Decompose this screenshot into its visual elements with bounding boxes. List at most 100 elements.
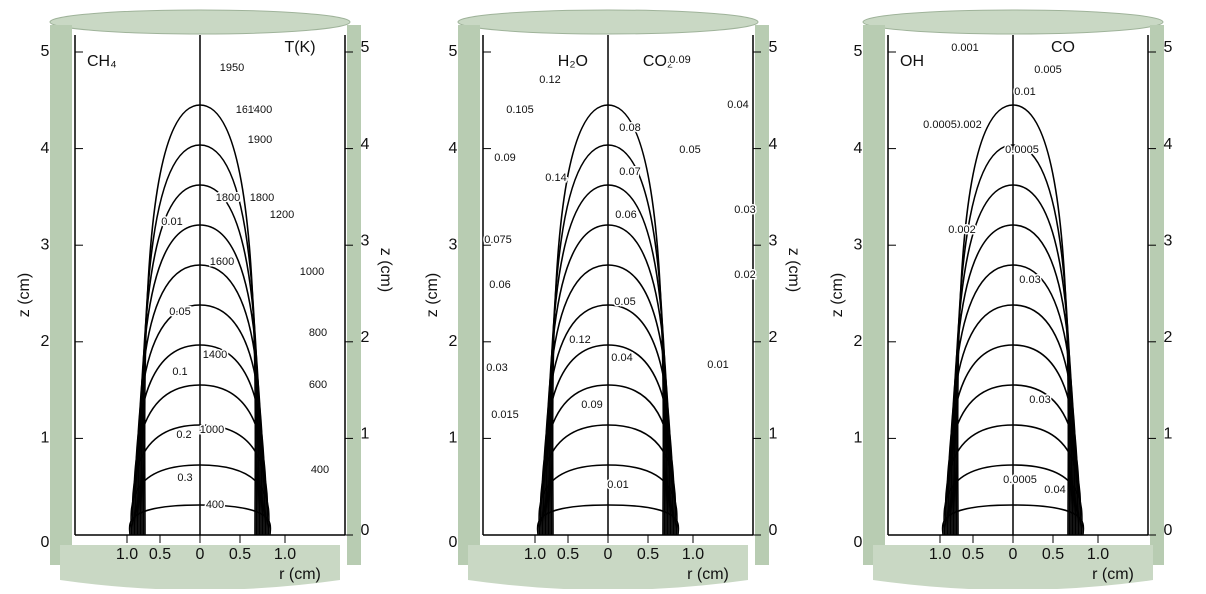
r-tick-label: 1.0 xyxy=(1087,546,1109,563)
contour-label: 1600 xyxy=(236,104,260,116)
contour-label: 0.08 xyxy=(619,122,640,134)
cylinder-top xyxy=(457,9,759,35)
r-tick-label: 0.5 xyxy=(229,546,251,563)
r-tick-label: 0.5 xyxy=(149,546,171,563)
contour-label: 400 xyxy=(311,464,329,476)
z-tick-label: 2 xyxy=(1164,329,1173,346)
contour-label: 0.2 xyxy=(176,429,191,441)
contour-line xyxy=(607,104,665,536)
z-tick-label: 4 xyxy=(1164,136,1173,153)
contour-label: 0.002 xyxy=(954,119,982,131)
contour-label: 1200 xyxy=(270,209,294,221)
z-tick-label: 4 xyxy=(41,140,50,157)
contour-label: 0.002 xyxy=(948,224,976,236)
z-tick-label: 3 xyxy=(854,236,863,253)
z-tick-label: 5 xyxy=(449,43,458,60)
z-tick-label: 0 xyxy=(769,522,778,539)
species-label: CO₂ xyxy=(643,53,673,70)
z-tick-label: 4 xyxy=(361,136,370,153)
r-tick-label: 0.5 xyxy=(1042,546,1064,563)
z-tick-label: 3 xyxy=(361,232,370,249)
z-tick-label: 0 xyxy=(854,534,863,551)
contour-label: 1950 xyxy=(220,62,244,74)
cylinder-wall-left xyxy=(50,25,72,565)
contour-label: 0.04 xyxy=(1044,484,1065,496)
species-label: CH₄ xyxy=(87,53,117,70)
contour-line xyxy=(551,104,609,536)
contour-label: 0.06 xyxy=(489,279,510,291)
contour-label: 0.06 xyxy=(615,209,636,221)
z-tick-label: 2 xyxy=(41,333,50,350)
z-tick-label: 0 xyxy=(1164,522,1173,539)
z-tick-label: 1 xyxy=(449,430,458,447)
r-tick-label: 0.5 xyxy=(637,546,659,563)
contour-label: 0.03 xyxy=(734,204,755,216)
contour-label: 400 xyxy=(206,499,224,511)
contour-label: 0.03 xyxy=(1019,274,1040,286)
z-tick-label: 1 xyxy=(854,430,863,447)
contour-label: 0.0005 xyxy=(923,119,957,131)
z-axis-label: z (cm) xyxy=(829,273,846,317)
cylinder-top xyxy=(49,9,351,35)
z-tick-label: 0 xyxy=(41,534,50,551)
contour-label: 0.04 xyxy=(727,99,748,111)
z-tick-label: 5 xyxy=(769,39,778,56)
r-tick-label: 0 xyxy=(196,546,205,563)
contour-label: 0.05 xyxy=(679,144,700,156)
r-tick-label: 0.5 xyxy=(962,546,984,563)
contour-label: 1400 xyxy=(203,349,227,361)
contour-label: 1400 xyxy=(248,104,272,116)
r-axis-label: r (cm) xyxy=(279,566,321,583)
contour-label: 0.09 xyxy=(494,152,515,164)
z-tick-label: 0 xyxy=(449,534,458,551)
contour-label: 0.09 xyxy=(581,399,602,411)
panel: 0 0 1 1 2 2 3 3 4 4 5 5 1.0 0.5 0 0.5 1.0 r (cm) z (cm) OH C… xyxy=(829,9,1173,590)
contour-label: 0.01 xyxy=(1014,86,1035,98)
contour-label: 0.005 xyxy=(1034,64,1062,76)
z-tick-label: 5 xyxy=(1164,39,1173,56)
contour-label: 0.12 xyxy=(539,74,560,86)
z-tick-label: 3 xyxy=(41,236,50,253)
z-tick-label: 2 xyxy=(769,329,778,346)
species-label: CO xyxy=(1051,39,1075,56)
z-tick-label: 2 xyxy=(854,333,863,350)
plot-area xyxy=(75,35,345,535)
z-tick-label: 4 xyxy=(449,140,458,157)
r-axis-label: r (cm) xyxy=(1092,566,1134,583)
contour-label: 0.105 xyxy=(506,104,534,116)
cylinder-wall-left xyxy=(863,25,885,565)
cylinder-wall-right xyxy=(755,25,769,565)
plot-area xyxy=(888,35,1148,535)
contour-label: 0.05 xyxy=(614,296,635,308)
r-tick-label: 1.0 xyxy=(682,546,704,563)
contour-line xyxy=(143,104,201,536)
z-tick-label: 1 xyxy=(1164,426,1173,443)
contour-label: 1800 xyxy=(250,192,274,204)
r-tick-label: 0 xyxy=(604,546,613,563)
contour-label: 0.01 xyxy=(707,359,728,371)
z-axis-label: z (cm) xyxy=(785,248,802,292)
z-tick-label: 0 xyxy=(361,522,370,539)
contour-label: 1900 xyxy=(248,134,272,146)
z-tick-label: 4 xyxy=(854,140,863,157)
contour-label: 1600 xyxy=(210,256,234,268)
panel: 0 0 1 1 2 2 3 3 4 4 5 5 1.0 0.5 0 0.5 1.0 r (cm) z (cm) z (… xyxy=(16,9,394,590)
contour-label: 0.14 xyxy=(545,172,566,184)
z-tick-label: 2 xyxy=(361,329,370,346)
plot-area xyxy=(483,35,753,535)
contour-label: 0.01 xyxy=(607,479,628,491)
contour-label: 0.3 xyxy=(177,472,192,484)
contour-label: 0.015 xyxy=(491,409,519,421)
r-tick-label: 0.5 xyxy=(557,546,579,563)
z-tick-label: 4 xyxy=(769,136,778,153)
z-tick-label: 5 xyxy=(854,43,863,60)
contour-label: 0.075 xyxy=(484,234,512,246)
z-axis-label: z (cm) xyxy=(16,273,33,317)
contour-line xyxy=(1012,104,1070,536)
z-tick-label: 5 xyxy=(361,39,370,56)
z-tick-label: 1 xyxy=(361,426,370,443)
r-axis-label: r (cm) xyxy=(687,566,729,583)
cylinder-wall-left xyxy=(458,25,480,565)
species-label: OH xyxy=(900,53,924,70)
z-tick-label: 3 xyxy=(769,232,778,249)
